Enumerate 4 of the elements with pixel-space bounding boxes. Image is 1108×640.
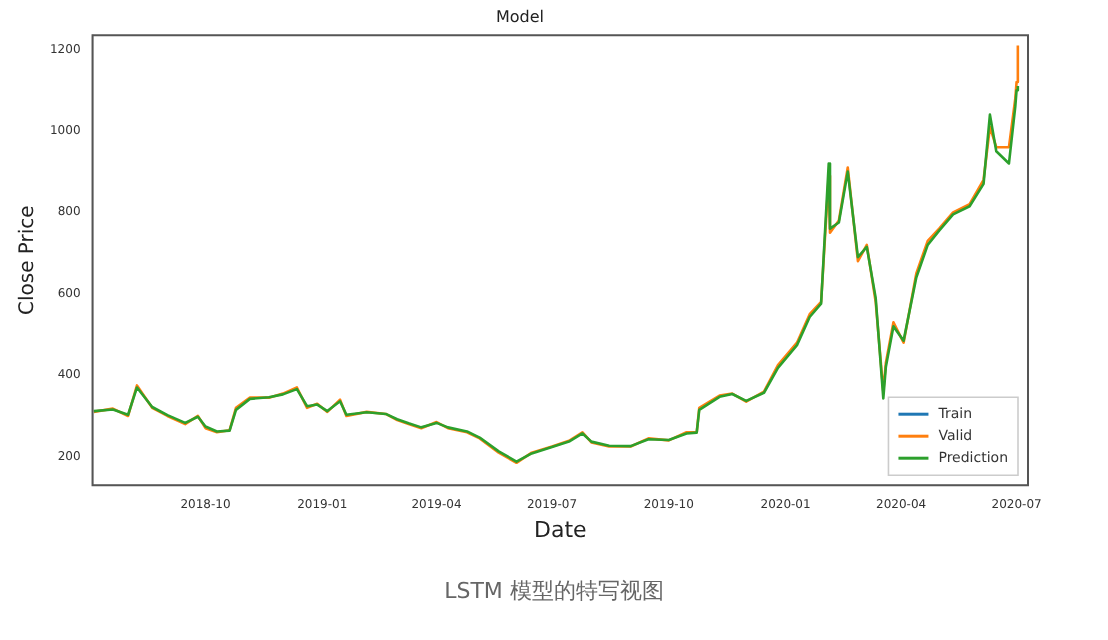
y-axis-title: Close Price [17, 205, 40, 316]
chart-title: Model [495, 7, 545, 26]
x-axis-title: Date [533, 516, 588, 543]
text: LSTM 模型的特写视图 [442, 576, 666, 606]
